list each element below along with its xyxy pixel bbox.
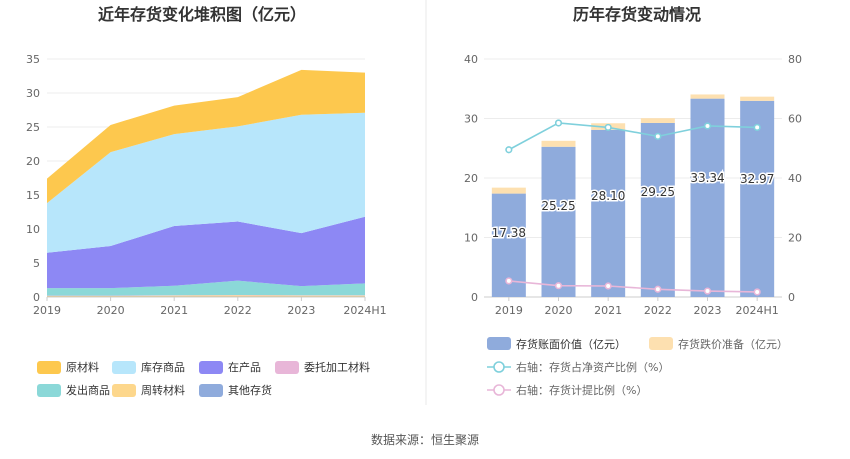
bar-data-label: 29.25	[641, 185, 675, 199]
right-chart-title: 历年存货变动情况	[573, 5, 701, 24]
legend-swatch	[37, 361, 61, 374]
legend-swatch	[112, 384, 136, 397]
area-series-4	[47, 216, 365, 289]
y-tick-label: 5	[33, 257, 40, 270]
line-point	[654, 285, 662, 293]
bar-data-label: 28.10	[591, 189, 625, 203]
area-series-2	[47, 294, 365, 296]
y-tick-label: 25	[26, 121, 40, 134]
left-y-tick-label: 20	[464, 172, 478, 185]
x-tick-label: 2024H1	[736, 304, 779, 317]
legend-marker	[493, 361, 505, 373]
bar-data-label: 25.25	[541, 199, 575, 213]
x-tick-label: 2023	[287, 304, 315, 317]
bar-book-value	[640, 122, 675, 298]
area-series-1	[47, 295, 365, 297]
bar-impairment	[640, 118, 675, 123]
right-y-tick-label: 80	[788, 53, 802, 66]
right-y-tick-label: 0	[788, 291, 795, 304]
line-point	[604, 123, 612, 132]
left-stacked-area-chart: 0 5 10 15 20 25 30 35 2019 2020 2021 2022 2023 2024H1	[26, 53, 387, 317]
line-point	[505, 146, 513, 154]
left-y-tick-label: 0	[471, 291, 478, 304]
x-tick-label: 2020	[545, 304, 573, 317]
bar-data-label: 33.34	[690, 171, 724, 185]
legend-swatch	[199, 361, 223, 374]
right-y-tick-label: 60	[788, 113, 802, 126]
legend-label: 其他存货	[228, 383, 272, 397]
legend-swatch	[37, 384, 61, 397]
legend-swatch	[487, 337, 511, 350]
line-point	[554, 282, 563, 290]
line-point	[703, 122, 712, 130]
left-y-tick-label: 30	[464, 113, 478, 126]
line-point	[753, 288, 761, 296]
bar-book-value	[591, 129, 626, 297]
legend-swatch	[649, 337, 673, 350]
line-series-0	[508, 122, 758, 151]
x-tick-label: 2021	[594, 304, 622, 317]
line-point	[604, 282, 612, 290]
x-tick-label: 2020	[97, 304, 125, 317]
x-tick-label: 2019	[33, 304, 61, 317]
data-source-label: 数据来源：恒生聚源	[371, 432, 479, 447]
right-legend: 存货账面价值（亿元） 存货跌价准备（亿元） 右轴：存货占净资产比例（%） 右轴：存货计…	[487, 337, 788, 397]
legend-swatch	[275, 361, 299, 374]
y-tick-label: 35	[26, 53, 40, 66]
legend-label: 原材料	[66, 360, 99, 374]
legend-label: 库存商品	[141, 360, 185, 374]
bar-book-value	[541, 146, 576, 297]
legend-marker	[493, 384, 505, 396]
line-point	[703, 287, 712, 295]
x-tick-label: 2022	[644, 304, 672, 317]
x-tick-label: 2024H1	[343, 304, 386, 317]
right-bar-line-chart: 0 10 20 30 40 0 20 40 60 80 2019 2020 2021 2022 2023 20…	[464, 53, 802, 317]
bar-data-label: 17.38	[492, 226, 526, 240]
right-y-tick-label: 40	[788, 172, 802, 185]
x-tick-label: 2023	[694, 304, 722, 317]
legend-label: 存货跌价准备（亿元）	[678, 337, 788, 351]
right-y-tick-label: 20	[788, 232, 802, 245]
bar-impairment	[541, 140, 576, 147]
line-point	[753, 123, 761, 132]
legend-label: 周转材料	[141, 383, 185, 397]
legend-label: 存货账面价值（亿元）	[516, 337, 626, 351]
bar-impairment	[740, 96, 775, 101]
line-point	[654, 132, 662, 140]
legend-label: 右轴：存货占净资产比例（%）	[516, 360, 669, 374]
y-tick-label: 30	[26, 87, 40, 100]
left-y-tick-label: 10	[464, 232, 478, 245]
bar-data-label: 32.97	[740, 172, 774, 186]
x-tick-label: 2021	[160, 304, 188, 317]
y-tick-label: 15	[26, 189, 40, 202]
line-point	[505, 277, 513, 285]
area-series-6	[47, 69, 365, 204]
legend-swatch	[199, 384, 223, 397]
left-y-tick-label: 40	[464, 53, 478, 66]
bar-impairment	[690, 94, 725, 99]
x-tick-label: 2019	[495, 304, 523, 317]
line-point	[554, 119, 563, 127]
y-tick-label: 10	[26, 223, 40, 236]
x-tick-label: 2022	[224, 304, 252, 317]
bar-book-value	[740, 100, 775, 298]
y-tick-label: 20	[26, 155, 40, 168]
left-chart-title: 近年存货变化堆积图（亿元）	[98, 5, 306, 24]
area-series-3	[47, 280, 365, 296]
legend-swatch	[112, 361, 136, 374]
legend-label: 发出商品	[66, 383, 110, 397]
bar-book-value	[690, 98, 725, 297]
legend-label: 右轴：存货计提比例（%）	[516, 383, 647, 397]
area-series-5	[47, 112, 365, 253]
legend-label: 在产品	[228, 360, 261, 374]
bar-impairment	[491, 187, 526, 194]
legend-label: 委托加工材料	[304, 360, 370, 374]
line-series-1	[508, 280, 758, 293]
y-tick-label: 0	[33, 291, 40, 304]
